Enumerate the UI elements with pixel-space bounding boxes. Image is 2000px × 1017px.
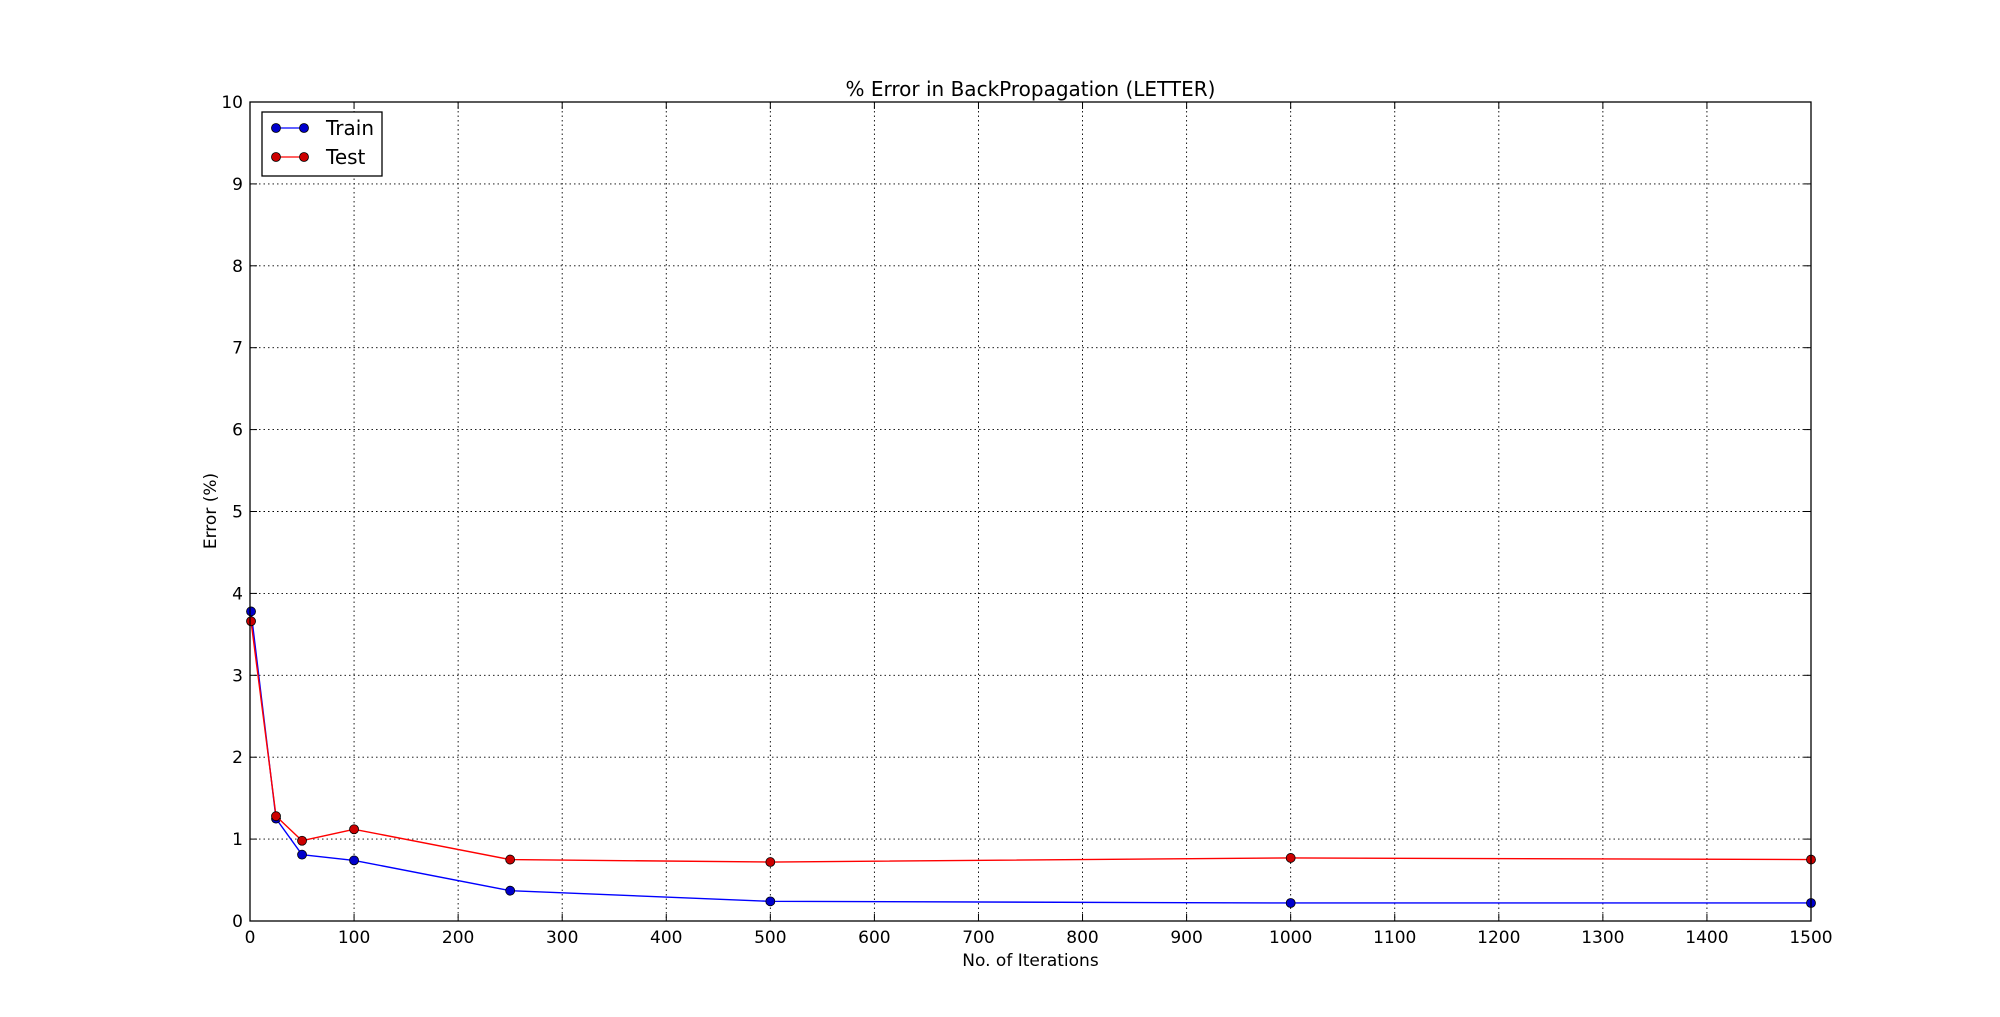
x-tick-label: 1200: [1477, 928, 1520, 948]
data-point-train: [246, 606, 256, 617]
data-point-test: [246, 616, 256, 627]
data-point-train: [1285, 898, 1296, 908]
x-tick-label: 200: [442, 928, 474, 948]
series-line-train: [250, 611, 1811, 904]
x-tick-label: 1000: [1269, 928, 1312, 948]
x-tick-label: 1400: [1685, 928, 1728, 948]
y-tick-label: 9: [232, 175, 243, 195]
legend-label-train: Train: [325, 116, 374, 140]
legend: Train Test: [261, 111, 383, 177]
series-test: [246, 616, 1816, 867]
y-axis-title: Error (%): [201, 473, 221, 549]
y-tick-label: 3: [232, 666, 243, 686]
y-tick-label: 6: [232, 421, 243, 441]
series-layer: [246, 606, 1816, 908]
legend-marker-test: [271, 152, 281, 162]
y-tick-label: 1: [232, 830, 243, 850]
x-tick-label: 100: [338, 928, 370, 948]
y-tick-label: 5: [232, 503, 243, 523]
series-train: [246, 606, 1816, 908]
legend-marker-test: [299, 152, 309, 162]
y-tick-label: 10: [221, 93, 243, 113]
x-tick-label: 400: [650, 928, 682, 948]
y-tick-label: 0: [232, 912, 243, 932]
chart-title: % Error in BackPropagation (LETTER): [846, 77, 1216, 101]
x-tick-label: 1500: [1789, 928, 1832, 948]
legend-label-test: Test: [325, 145, 366, 169]
series-line-test: [250, 621, 1812, 863]
x-axis-title: No. of Iterations: [962, 951, 1099, 971]
legend-marker-train: [271, 123, 281, 133]
data-point-test: [349, 824, 359, 835]
data-point-train: [297, 849, 307, 860]
legend-item-test: Test: [271, 145, 366, 169]
data-point-test: [1285, 853, 1296, 863]
data-point-train: [505, 885, 516, 896]
x-tick-label: 700: [962, 928, 994, 948]
x-tick-label: 600: [858, 928, 890, 948]
x-tick-label: 900: [1170, 928, 1202, 948]
legend-marker-train: [299, 123, 309, 133]
y-tick-label: 7: [232, 339, 243, 359]
data-point-test: [765, 857, 776, 867]
data-point-test: [271, 811, 281, 822]
x-tick-label: 1300: [1581, 928, 1624, 948]
x-tick-label: 500: [754, 928, 786, 948]
x-tick-label: 1100: [1373, 928, 1416, 948]
data-point-test: [297, 835, 307, 846]
legend-box: [261, 111, 383, 177]
y-tick-label: 8: [232, 257, 243, 277]
x-tick-label: 0: [245, 928, 256, 948]
data-point-train: [765, 896, 776, 907]
y-tick-label: 4: [232, 584, 243, 604]
legend-item-train: Train: [271, 116, 374, 140]
data-point-test: [505, 854, 516, 865]
x-tick-label: 800: [1066, 928, 1098, 948]
data-point-train: [349, 855, 359, 866]
x-tick-label: 300: [546, 928, 578, 948]
axis-ticks: 0 100 200 300 400 500 600 700 800 900 1000 1100 1200…: [221, 93, 1832, 948]
y-tick-label: 2: [232, 748, 243, 768]
